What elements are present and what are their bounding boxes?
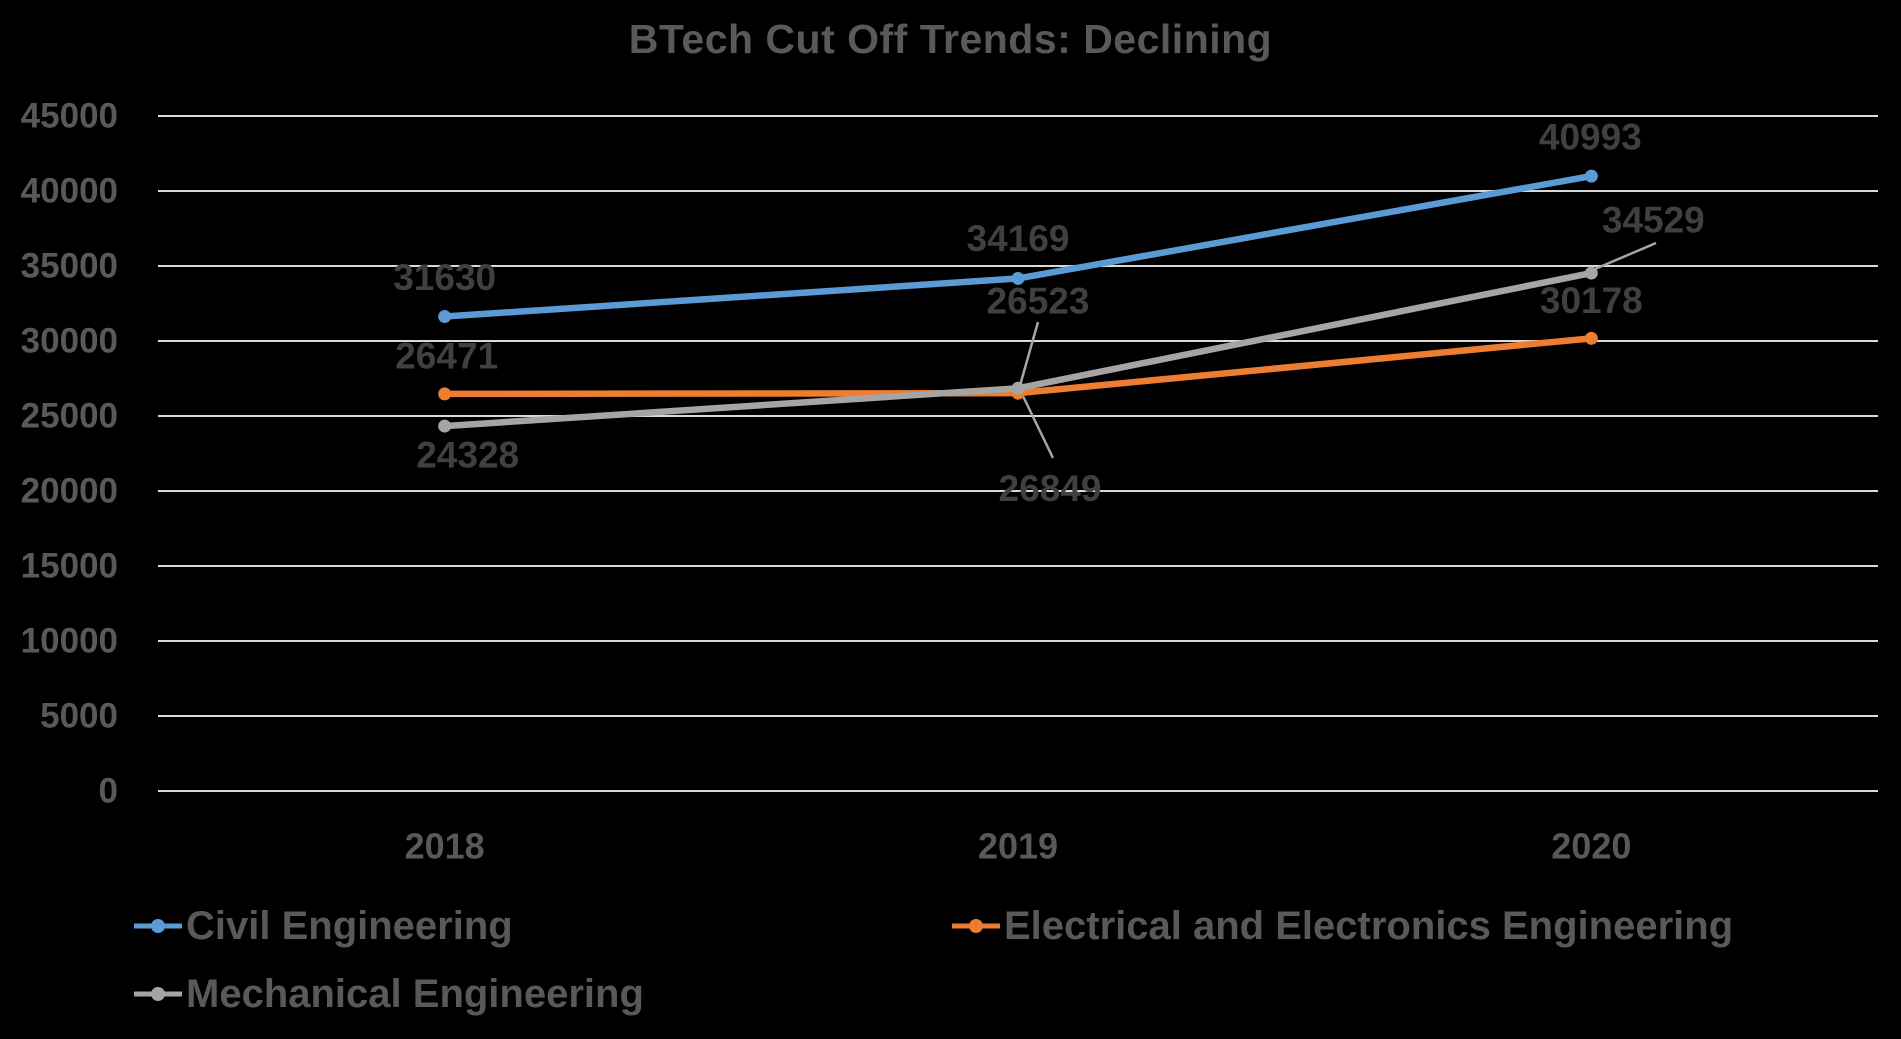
y-axis-tick-label: 35000 — [21, 247, 118, 286]
legend-label: Civil Engineering — [186, 903, 513, 948]
line-marker-icon — [134, 919, 182, 933]
data-point-marker-civil-engineering — [438, 310, 452, 324]
data-point-marker-civil-engineering — [1011, 271, 1025, 285]
legend-label: Mechanical Engineering — [186, 971, 644, 1016]
x-axis-category-label: 2019 — [978, 826, 1058, 867]
data-point-marker-civil-engineering — [1584, 169, 1598, 183]
data-label-electrical-and-electronics-engineering: 30178 — [1540, 280, 1643, 321]
data-point-marker-electrical-and-electronics-engineering — [1584, 331, 1598, 345]
y-axis-tick-label: 45000 — [21, 97, 118, 136]
line-marker-icon — [952, 919, 1000, 933]
legend-item-civil-engineering[interactable]: Civil Engineering — [133, 898, 513, 954]
y-axis-tick-label: 10000 — [21, 622, 118, 661]
x-axis-category-label: 2018 — [405, 826, 485, 867]
line-marker-icon — [134, 987, 182, 1001]
data-label-civil-engineering: 40993 — [1539, 117, 1642, 158]
data-label-leader-line — [1594, 241, 1657, 271]
legend-item-mechanical-engineering[interactable]: Mechanical Engineering — [133, 966, 644, 1022]
y-axis-tick-label: 25000 — [21, 397, 118, 436]
data-label-mechanical-engineering: 26849 — [999, 468, 1102, 509]
x-axis-category-label: 2020 — [1551, 826, 1631, 867]
y-axis-tick-label: 30000 — [21, 322, 118, 361]
data-point-marker-electrical-and-electronics-engineering — [438, 387, 452, 401]
y-axis-tick-label: 15000 — [21, 547, 118, 586]
data-label-civil-engineering: 34169 — [967, 218, 1070, 259]
data-label-leader-line — [1017, 321, 1040, 390]
y-axis-tick-label: 20000 — [21, 472, 118, 511]
chart-title: BTech Cut Off Trends: Declining — [628, 16, 1273, 62]
legend-label: Electrical and Electronics Engineering — [1004, 903, 1734, 948]
data-label-electrical-and-electronics-engineering: 26471 — [395, 335, 498, 376]
data-point-marker-mechanical-engineering — [1011, 381, 1025, 395]
data-label-civil-engineering: 31630 — [393, 257, 496, 298]
data-label-electrical-and-electronics-engineering: 26523 — [987, 281, 1090, 322]
legend-item-electrical-and-electronics-engineering[interactable]: Electrical and Electronics Engineering — [951, 898, 1733, 954]
data-point-marker-mechanical-engineering — [1584, 266, 1598, 280]
data-label-mechanical-engineering: 34529 — [1602, 200, 1705, 241]
y-axis-tick-label: 5000 — [40, 697, 118, 736]
data-label-leader-line — [1019, 391, 1055, 459]
y-axis-tick-label: 40000 — [21, 172, 118, 211]
y-axis-tick-label: 0 — [99, 772, 118, 811]
data-point-marker-mechanical-engineering — [438, 419, 452, 433]
data-label-mechanical-engineering: 24328 — [416, 435, 519, 476]
